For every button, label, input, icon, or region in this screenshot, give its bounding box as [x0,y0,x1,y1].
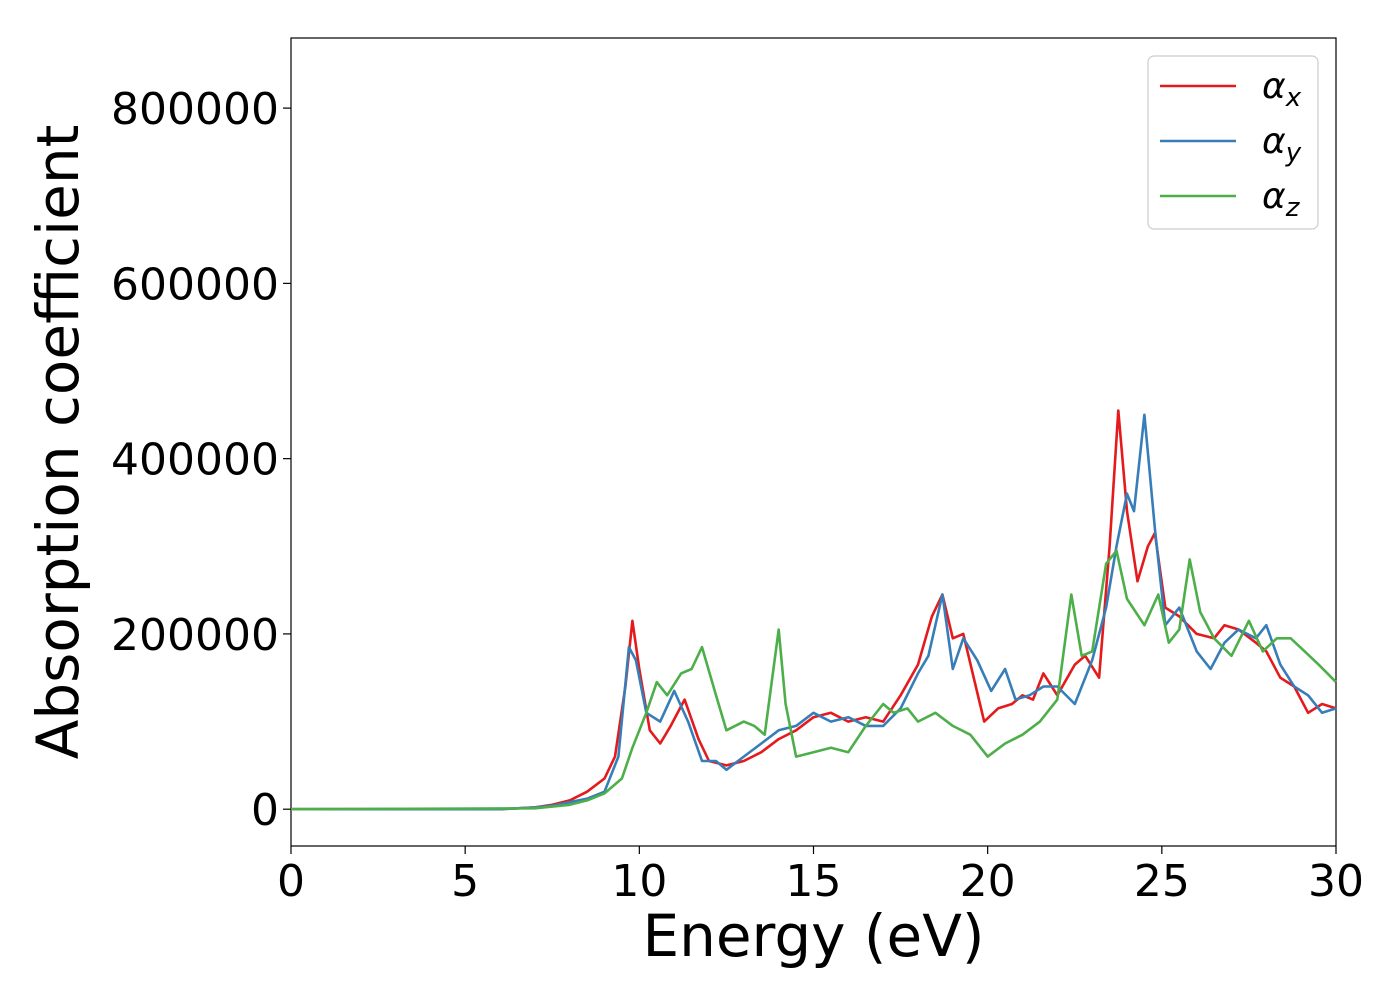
series-layer [290,409,1337,811]
x-axis-label: Energy (eV) [642,902,984,970]
y-tick-label: 400000 [111,435,279,486]
y-tick-label: 800000 [111,84,279,135]
x-tick-label: 30 [1308,856,1364,907]
legend: αx αy αz [1147,55,1319,230]
legend-label-y: αy [1262,121,1302,168]
legend-box [1147,55,1319,230]
x-tick-label: 20 [960,856,1016,907]
y-axis-label: Absorption coefficient [24,125,92,760]
x-tick-label: 10 [611,856,667,907]
x-tick-label: 25 [1134,856,1190,907]
x-axis-ticks: 0 5 10 15 20 25 30 [277,846,1364,907]
y-tick-label: 200000 [111,610,279,661]
x-tick-label: 5 [451,856,479,907]
x-tick-label: 15 [786,856,842,907]
legend-label-z: αz [1262,176,1301,223]
series-line-z [290,549,1337,811]
x-tick-label: 0 [277,856,305,907]
y-tick-label: 600000 [111,259,279,310]
y-axis-ticks: 0 200000 400000 600000 800000 [111,84,291,836]
series-line-y [291,413,1337,811]
legend-label-x: αx [1262,66,1302,113]
y-tick-label: 0 [251,785,279,836]
